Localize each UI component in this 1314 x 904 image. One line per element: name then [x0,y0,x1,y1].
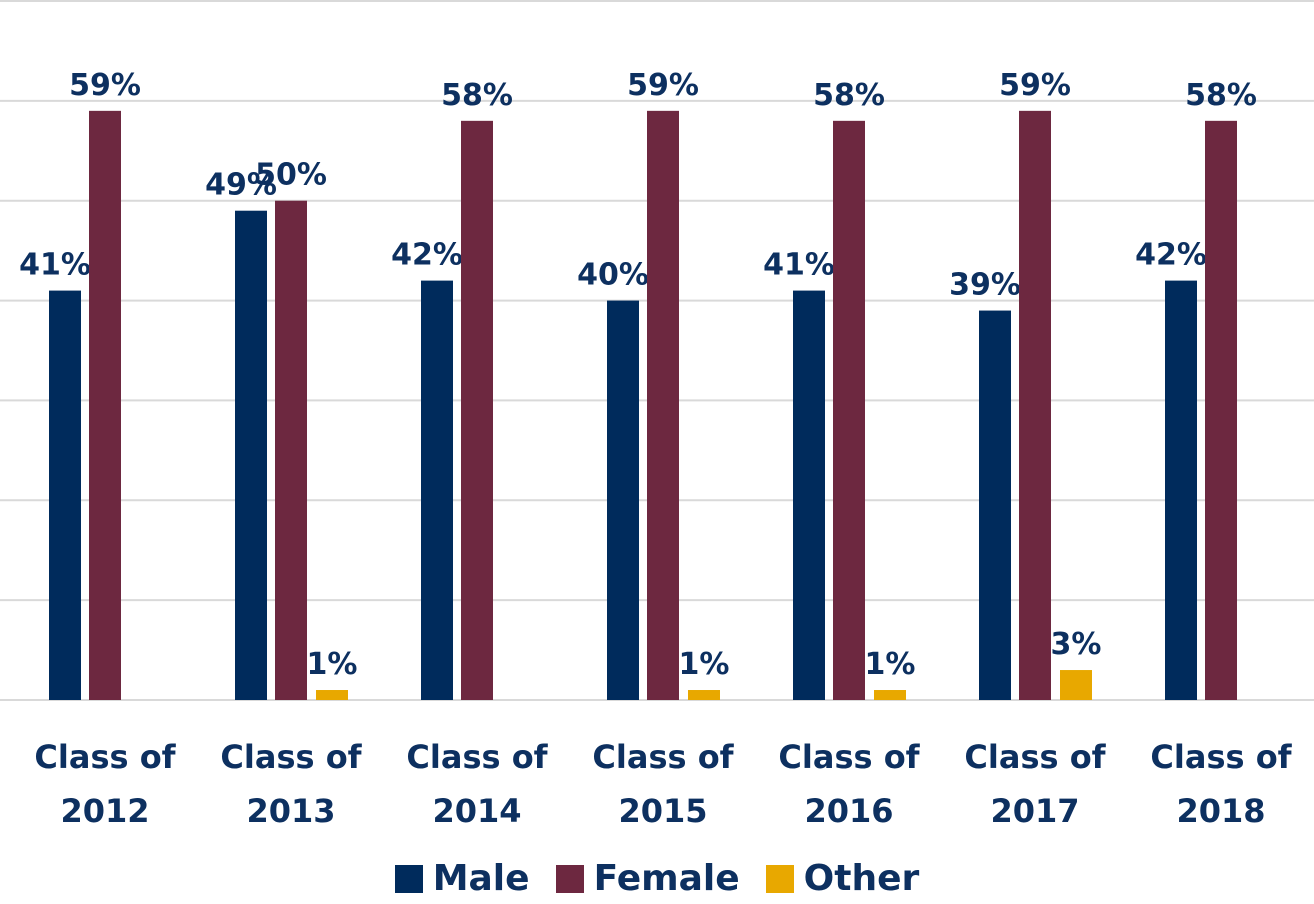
data-label: 58% [813,78,885,113]
bar [1205,120,1237,701]
bar [647,110,679,701]
data-label: 58% [1185,78,1257,113]
legend-item: Female [555,858,740,899]
plot: 41% 59% 49%50% 1% 42% 58% 40% 59% 1% 41% 58% 1% 39% 5… [0,0,1314,701]
legend-swatch [394,864,423,893]
data-label: 42% [1135,238,1207,273]
bar [421,280,453,700]
bar [235,210,267,700]
legend-swatch [765,864,794,893]
legend-label: Other [803,858,920,899]
x-tick-label: Class of 2015 [592,738,734,830]
legend-swatch [555,864,584,893]
bar [688,690,720,700]
data-label: 50% [255,158,327,193]
bar [1060,670,1092,700]
data-label: 49% [205,168,277,203]
data-label: 59% [69,68,141,103]
bar [275,200,307,700]
data-label: 39% [949,268,1021,303]
data-label: 42% [391,238,463,273]
x-tick-label: Class of 2016 [778,738,920,830]
bar [607,300,639,700]
bar [793,290,825,700]
legend-label: Female [593,858,740,899]
legend-item: Other [765,858,920,899]
bar [833,120,865,701]
bar [49,290,81,700]
x-tick-label: Class of 2013 [220,738,362,830]
data-label: 40% [577,258,649,293]
data-label: 59% [999,68,1071,103]
bar [1165,280,1197,700]
data-label: 58% [441,78,513,113]
x-tick-label: Class of 2018 [1150,738,1292,830]
bar [979,310,1011,700]
bar [461,120,493,701]
data-label: 1% [307,647,358,682]
data-label: 41% [19,248,91,283]
legend: Male Female Other [0,858,1314,899]
x-tick-label: Class of 2017 [964,738,1106,830]
x-tick-label: Class of 2014 [406,738,548,830]
legend-label: Male [432,858,530,899]
bar [1019,110,1051,701]
x-tick-label: Class of 2012 [34,738,176,830]
data-label: 1% [865,647,916,682]
bar [316,690,348,700]
bar [874,690,906,700]
legend-item: Male [394,858,530,899]
data-label: 41% [763,248,835,283]
bar [89,110,121,701]
data-label: 3% [1051,627,1102,662]
data-label: 1% [679,647,730,682]
data-label: 59% [627,68,699,103]
